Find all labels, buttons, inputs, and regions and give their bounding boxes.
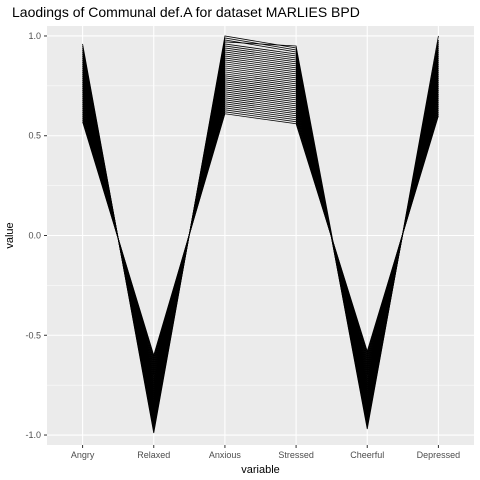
- x-axis-ticks: Angry Relaxed Anxious Stressed Cheerful Depre…: [71, 445, 460, 460]
- x-tick-label: Cheerful: [350, 450, 384, 460]
- y-tick-label: -0.5: [25, 330, 41, 340]
- y-tick-label: -1.0: [25, 430, 41, 440]
- x-tick-label: Angry: [71, 450, 95, 460]
- x-axis-title: variable: [241, 464, 280, 476]
- y-tick-label: 0.5: [28, 131, 41, 141]
- y-tick-label: 1.0: [28, 31, 41, 41]
- x-tick-label: Anxious: [209, 450, 242, 460]
- y-axis-title: value: [4, 222, 16, 248]
- x-tick-label: Relaxed: [137, 450, 170, 460]
- series-line: [82, 113, 439, 357]
- series-layer: [82, 35, 439, 434]
- chart-title: Laodings of Communal def.A for dataset M…: [12, 4, 360, 20]
- x-tick-label: Depressed: [417, 450, 461, 460]
- y-axis-ticks: 1.0 0.5 0.0 -0.5 -1.0: [25, 31, 47, 440]
- x-tick-label: Stressed: [278, 450, 314, 460]
- y-tick-label: 0.0: [28, 231, 41, 241]
